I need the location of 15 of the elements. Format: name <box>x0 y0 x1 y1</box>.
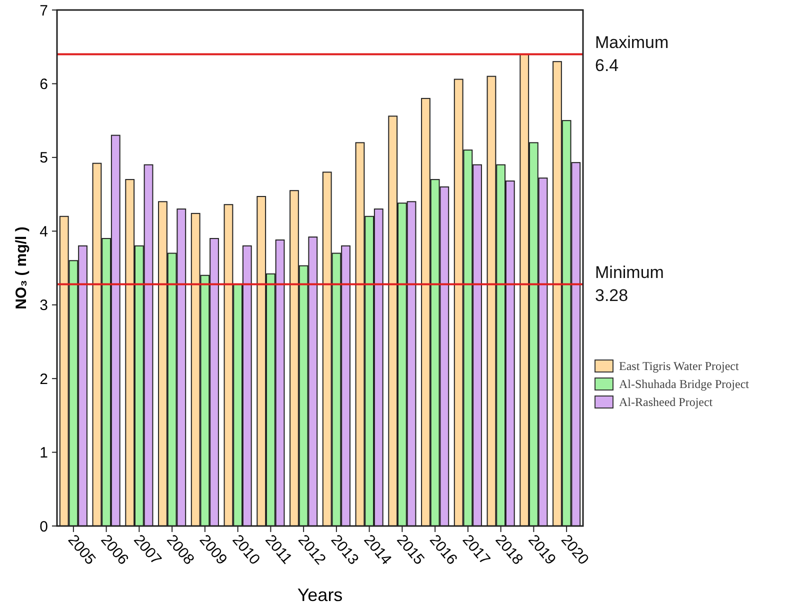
legend-label: East Tigris Water Project <box>619 359 740 373</box>
y-tick-label: 2 <box>40 370 48 388</box>
legend-label: Al-Rasheed Project <box>619 395 714 409</box>
x-axis-title: Years <box>297 585 343 605</box>
ref-line-label: Maximum 6.4 <box>595 33 669 76</box>
y-tick-label: 1 <box>40 444 48 462</box>
ref-line-label: Minimum 3.28 <box>595 263 664 306</box>
legend-label: Al-Shuhada Bridge Project <box>619 377 750 391</box>
y-tick-label: 7 <box>40 2 48 20</box>
y-axis-title: NO₃ ( mg/l ) <box>13 226 30 310</box>
y-tick-label: 5 <box>40 150 48 167</box>
y-tick-label: 0 <box>40 518 48 536</box>
y-tick-label: 6 <box>40 76 48 93</box>
y-tick-label: 4 <box>40 223 48 240</box>
y-tick-label: 3 <box>40 297 48 314</box>
